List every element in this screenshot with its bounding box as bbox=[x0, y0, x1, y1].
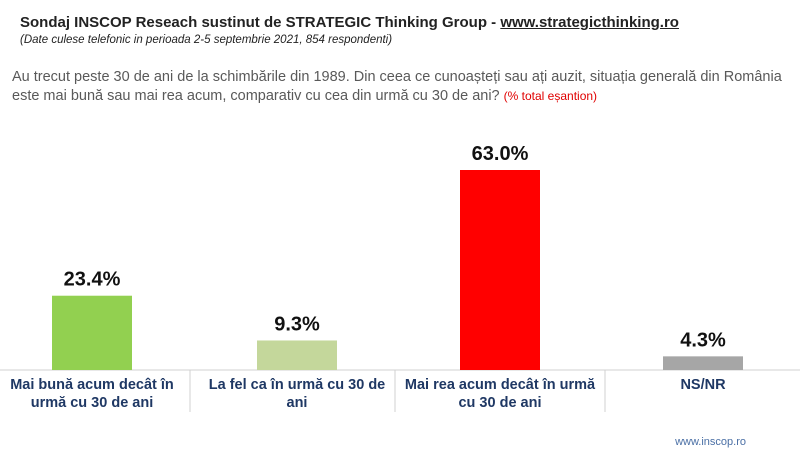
category-label: Mai rea acum decât în urmă cu 30 de ani bbox=[404, 377, 596, 411]
category-label: La fel ca în urmă cu 30 de ani bbox=[208, 377, 386, 411]
value-label: 4.3% bbox=[680, 329, 726, 351]
value-label: 23.4% bbox=[64, 269, 121, 291]
question-note: (% total eșantion) bbox=[503, 89, 598, 103]
category-label: NS/NR bbox=[680, 377, 726, 393]
bar bbox=[663, 356, 743, 370]
category-label: Mai bună acum decât în urmă cu 30 de ani bbox=[10, 377, 174, 411]
question: Au trecut peste 30 de ani de la schimbăr… bbox=[12, 68, 782, 106]
value-label: 9.3% bbox=[274, 313, 320, 335]
footer: www.inscop.ro bbox=[675, 436, 746, 448]
title-link[interactable]: www.strategicthinking.ro bbox=[500, 14, 679, 31]
value-label: 63.0% bbox=[472, 143, 529, 165]
title-text: Sondaj INSCOP Reseach sustinut de STRATE… bbox=[20, 14, 501, 31]
bar bbox=[460, 170, 540, 370]
bar bbox=[52, 295, 132, 370]
bar bbox=[257, 340, 337, 370]
question-text: Au trecut peste 30 de ani de la schimbăr… bbox=[12, 69, 782, 104]
subtitle: (Date culese telefonic in perioada 2-5 s… bbox=[20, 34, 393, 46]
title: Sondaj INSCOP Reseach sustinut de STRATE… bbox=[20, 14, 679, 31]
